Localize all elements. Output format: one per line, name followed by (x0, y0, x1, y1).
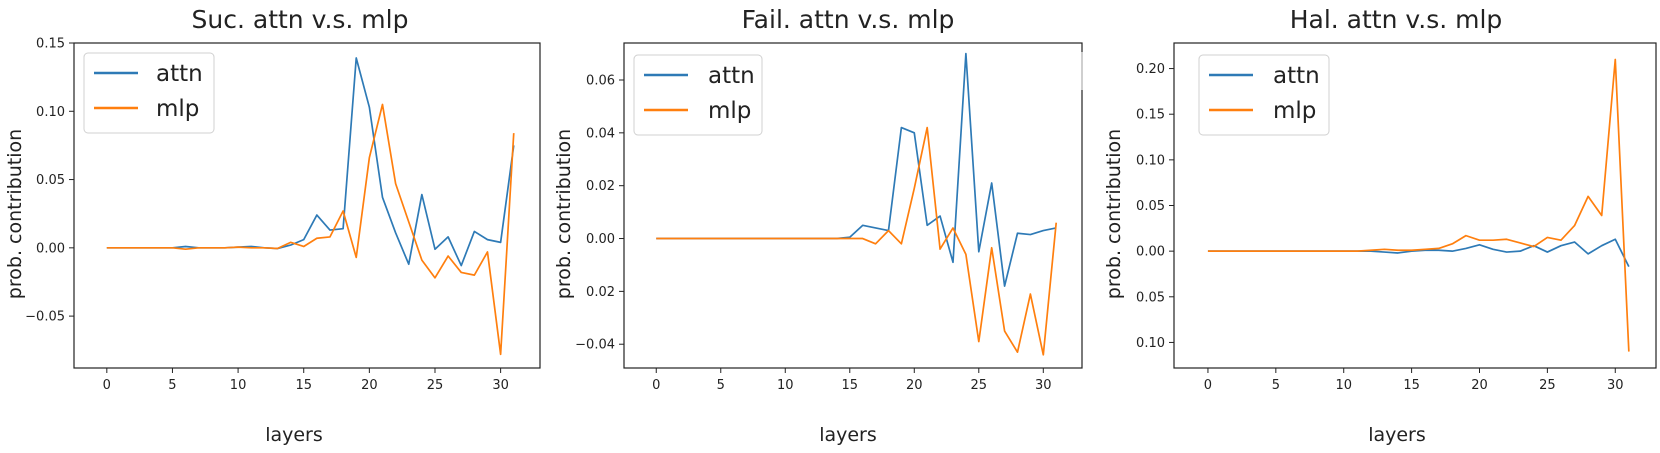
x-tick-label: 15 (842, 378, 859, 393)
x-tick-label: 30 (492, 378, 509, 393)
y-tick-label: −0.04 (575, 338, 615, 353)
plot-frame (1173, 42, 1657, 369)
y-tick-label: 0.04 (586, 126, 615, 141)
y-tick-label: 0.10 (1136, 153, 1165, 168)
x-tick-label: 0 (1204, 378, 1212, 393)
x-tick-label: 0 (103, 378, 111, 393)
y-tick-label: 0.05 (1136, 199, 1165, 214)
legend-label-attn: attn (1273, 63, 1320, 89)
y-tick-label: 0.00 (36, 241, 65, 256)
chart-panel-suc: Suc. attn v.s. mlp prob. contribution la… (4, 5, 541, 446)
y-tick-label: −0.05 (25, 310, 65, 325)
chart-title: Hal. attn v.s. mlp (1290, 5, 1503, 34)
x-tick-label: 15 (1403, 378, 1420, 393)
y-tick-label: 0.10 (1136, 336, 1165, 351)
x-axis-label: layers (819, 424, 877, 446)
x-tick-label: 20 (1471, 378, 1488, 393)
x-tick-label: 15 (295, 378, 312, 393)
y-tick-label: 0.06 (586, 73, 615, 88)
series-line-mlp (656, 126, 1058, 356)
chart-panel-hal: Hal. attn v.s. mlp prob. contribution la… (1103, 5, 1657, 446)
x-tick-label: 5 (1272, 378, 1280, 393)
y-tick-label: 0.15 (1136, 108, 1165, 123)
chart-panel-fail: Fail. attn v.s. mlp prob. contribution l… (553, 5, 1083, 446)
y-tick-label: 0.05 (36, 173, 65, 188)
legend-label-attn: attn (156, 61, 203, 87)
y-axis-label: prob. contribution (4, 129, 26, 299)
x-tick-label: 10 (230, 378, 247, 393)
y-tick-label: 0.15 (36, 37, 65, 52)
x-tick-label: 5 (717, 378, 725, 393)
series-line-mlp (1207, 58, 1630, 352)
legend: attn mlp (83, 52, 215, 134)
legend: attn mlp (1198, 54, 1330, 136)
x-tick-label: 30 (1035, 378, 1052, 393)
y-axis-label: prob. contribution (553, 129, 575, 299)
plot-frame (623, 42, 1083, 369)
x-tick-label: 25 (971, 378, 988, 393)
series-line-mlp (106, 103, 515, 356)
chart-title: Suc. attn v.s. mlp (192, 5, 409, 34)
legend-label-mlp: mlp (708, 98, 751, 124)
x-tick-label: 0 (652, 378, 660, 393)
chart-title: Fail. attn v.s. mlp (742, 5, 955, 34)
y-tick-label: 0.20 (1136, 62, 1165, 77)
series-line-attn (1207, 238, 1630, 268)
y-tick-label: 0.05 (1136, 290, 1165, 305)
y-tick-label: 0.02 (586, 285, 615, 300)
plot-frame (73, 42, 541, 369)
legend-label-mlp: mlp (1273, 98, 1316, 124)
y-tick-label: 0.00 (586, 232, 615, 247)
x-tick-label: 10 (1335, 378, 1352, 393)
y-tick-label: 0.10 (36, 105, 65, 120)
x-tick-label: 30 (1607, 378, 1624, 393)
x-tick-label: 20 (906, 378, 923, 393)
x-tick-label: 5 (168, 378, 176, 393)
y-tick-label: 0.02 (586, 179, 615, 194)
y-tick-label: 0.00 (1136, 245, 1165, 260)
x-axis-label: layers (265, 424, 323, 446)
y-axis-label: prob. contribution (1103, 129, 1125, 299)
x-tick-label: 20 (361, 378, 378, 393)
legend: attn mlp (633, 54, 763, 136)
x-tick-label: 25 (427, 378, 444, 393)
x-tick-label: 25 (1539, 378, 1556, 393)
x-axis-label: layers (1368, 424, 1426, 446)
x-tick-label: 10 (777, 378, 794, 393)
legend-label-attn: attn (708, 63, 755, 89)
legend-label-mlp: mlp (156, 96, 199, 122)
